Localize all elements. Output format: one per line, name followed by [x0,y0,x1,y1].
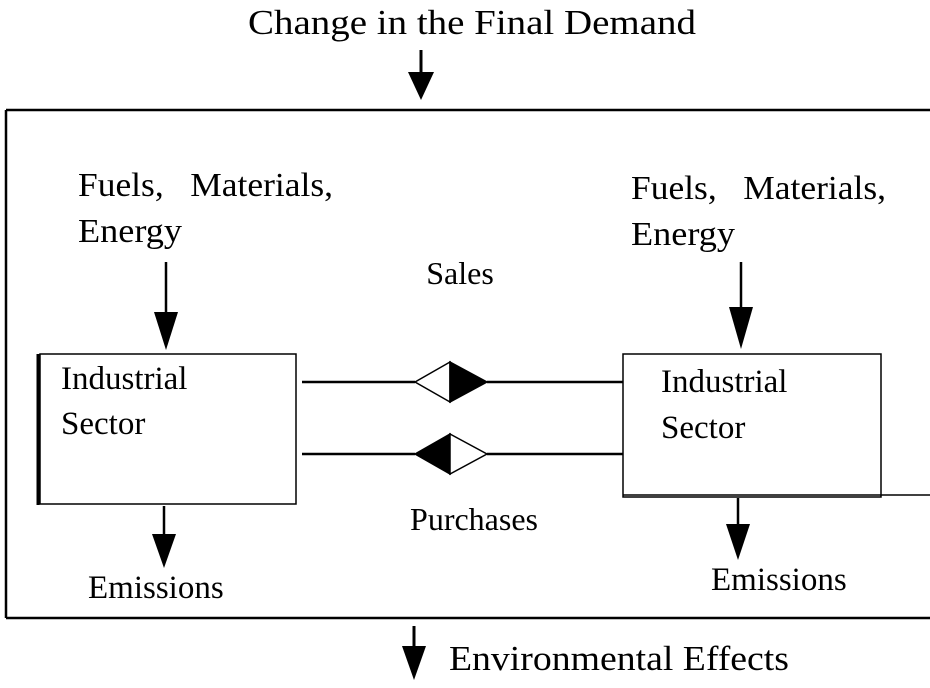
left-inputs-label-line2: Energy [78,213,182,250]
final-demand-arrow [408,50,434,100]
right-inputs-label-line1: Fuels, Materials, [631,170,886,207]
system-boundary-box [4,108,930,620]
final-demand-label: Change in the Final Demand [248,3,697,42]
left-input-arrow [154,262,178,350]
sales-diamond-hollow [413,360,451,404]
environmental-effects-arrow [402,626,426,680]
right-inputs-label-line2: Energy [631,216,735,253]
right-emissions-label: Emissions [711,562,847,598]
environmental-effects-label: Environmental Effects [449,639,789,678]
sales-connector [302,360,623,404]
right-input-arrow [729,262,753,349]
sales-diamond-filled [449,360,489,404]
purchases-diamond-hollow [449,432,489,476]
purchases-connector [302,432,623,476]
right-sector-label-line1: Industrial [661,364,787,400]
left-sector-box [36,353,297,505]
left-emissions-label: Emissions [88,570,224,606]
left-inputs-label-line1: Fuels, Materials, [78,167,333,204]
purchases-diamond-filled [413,432,451,476]
right-sector-label-line2: Sector [661,410,745,446]
left-sector-label-line1: Industrial [61,361,187,397]
right-emissions-arrow [726,498,750,560]
left-emissions-arrow [152,506,176,568]
sales-label: Sales [426,255,494,291]
right-sector-box [622,353,930,498]
purchases-label: Purchases [410,501,538,537]
left-sector-label-line2: Sector [61,406,145,442]
